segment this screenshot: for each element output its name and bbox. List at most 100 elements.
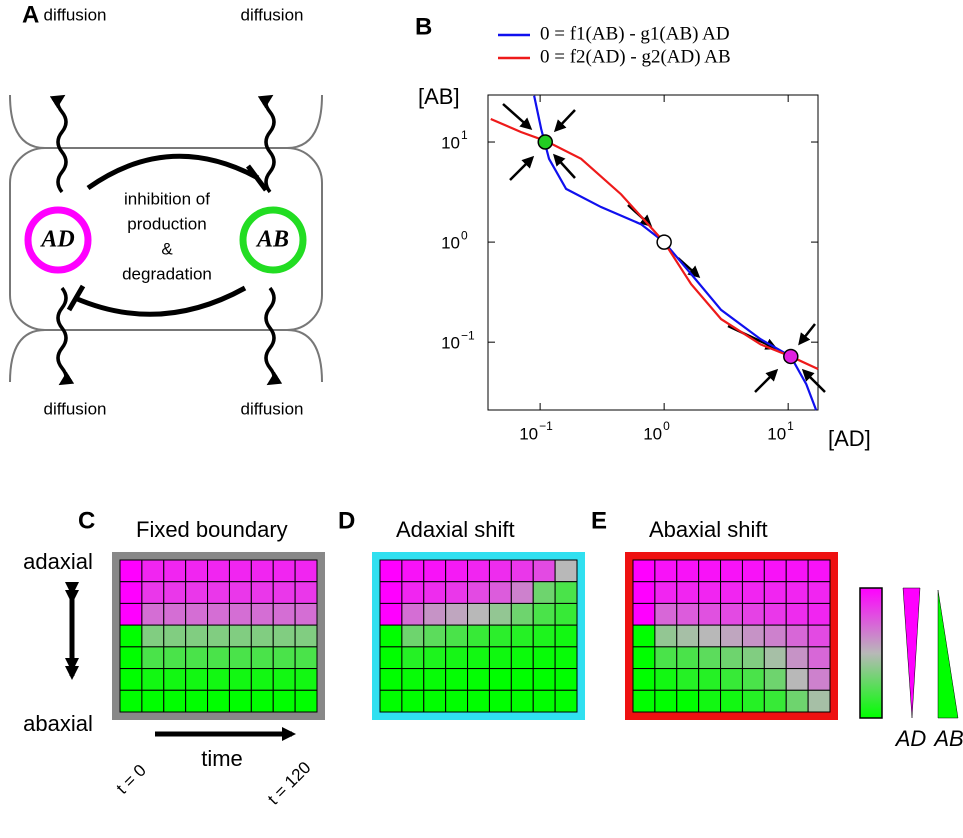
panel-label: E: [591, 507, 607, 534]
heatmap-cell: [741, 668, 765, 691]
equilibrium-point: [783, 348, 799, 365]
x-tick-exponent: 1: [787, 419, 794, 433]
heatmap-cell: [141, 602, 165, 626]
heatmap-cell: [163, 581, 187, 604]
heatmap-cell: [741, 624, 765, 648]
x-tick-label: 10: [519, 424, 538, 443]
heatmap-cell: [163, 646, 187, 670]
x-tick-exponent: −1: [539, 419, 553, 433]
heatmap-cell: [488, 581, 512, 604]
heatmap-cell: [272, 624, 296, 648]
series-line: [490, 117, 819, 370]
heatmap-cell: [554, 646, 578, 670]
heatmap-cell: [720, 624, 743, 648]
heatmap-cell: [163, 559, 187, 583]
heatmap-cell: [532, 602, 556, 626]
heatmap-cell: [250, 602, 274, 626]
heatmap-cell: [763, 581, 787, 604]
heatmap-title: Adaxial shift: [396, 517, 515, 542]
heatmap-cell: [250, 581, 274, 604]
heatmap-cell: [654, 689, 678, 713]
heatmap-cell: [294, 646, 318, 670]
heatmap-cell: [741, 559, 765, 583]
heatmap-cell: [207, 559, 230, 583]
ad-wedge: [902, 587, 921, 719]
inhibition-arrow: [86, 153, 268, 192]
heatmap-cell: [698, 689, 722, 713]
heatmap-cell: [654, 559, 678, 583]
heatmap-cell: [294, 581, 318, 604]
panel-a-text: diffusion diffusion diffusion diffusion …: [39, 5, 303, 418]
heatmap-cell: [807, 559, 831, 583]
heatmap-cell: [532, 668, 556, 691]
flow-arrow: [553, 109, 576, 133]
heatmap-cell: [119, 559, 143, 583]
heatmap-cell: [228, 581, 252, 604]
inhibition-arrow: [66, 284, 247, 317]
time-start: t = 0: [113, 761, 150, 798]
heatmap-cell: [207, 602, 230, 626]
heatmap-cell: [510, 646, 534, 670]
heatmap-cell: [698, 646, 722, 670]
heatmap-cell: [720, 668, 743, 691]
heatmap-cell: [228, 646, 252, 670]
heatmap-cell: [763, 646, 787, 670]
heatmap-cell: [807, 602, 831, 626]
flow-arrow: [801, 368, 826, 393]
x-tick-label: 10: [643, 424, 662, 443]
heatmap-cell: [698, 559, 722, 583]
heatmap-cell: [379, 581, 403, 604]
node-label: AB: [255, 227, 289, 253]
heatmap-cell: [294, 689, 318, 713]
heatmap-cell: [423, 559, 447, 583]
heatmap-cell: [185, 624, 209, 648]
heatmap-cell: [250, 668, 274, 691]
flow-arrow: [754, 368, 779, 393]
heatmap-cell: [532, 559, 556, 583]
heatmap-cell: [207, 646, 230, 670]
inhibition-text: production: [127, 214, 206, 233]
plot: 10 −1 10 0 10 110 −110 010 1: [441, 94, 819, 443]
heatmap-cell: [141, 581, 165, 604]
heatmap-cell: [632, 624, 656, 648]
heatmap-cell: [741, 602, 765, 626]
heatmap-cell: [163, 624, 187, 648]
heatmap-cell: [272, 559, 296, 583]
heatmap-cell: [467, 689, 490, 713]
heatmap-cell: [698, 668, 722, 691]
heatmap-cell: [250, 689, 274, 713]
heatmap-cell: [785, 602, 809, 626]
heatmap-cell: [423, 646, 447, 670]
heatmap-cell: [423, 624, 447, 648]
heatmap-cell: [207, 668, 230, 691]
y-tick-exponent: −1: [461, 328, 475, 342]
diffusion-label: diffusion: [240, 5, 303, 24]
cell-outline: [9, 147, 323, 331]
y-tick-label: 10: [441, 234, 460, 253]
heatmap-cell: [423, 602, 447, 626]
flow-arrow: [509, 155, 535, 181]
heatmap-cell: [676, 624, 700, 648]
heatmap-cell: [401, 559, 425, 583]
heatmap-cell: [554, 559, 578, 583]
panel-a: A: [9, 1, 323, 386]
heatmap-cell: [141, 689, 165, 713]
heatmap-cell: [467, 646, 490, 670]
heatmap-cell: [272, 602, 296, 626]
heatmap-cell: [467, 624, 490, 648]
heatmap-cell: [654, 581, 678, 604]
heatmap-cell: [185, 689, 209, 713]
heatmap-cell: [763, 668, 787, 691]
heatmap-cell: [554, 668, 578, 691]
diffusion-arrow: [264, 286, 283, 386]
heatmap-cell: [741, 646, 765, 670]
legend-label: AD: [894, 726, 927, 751]
cell-outline: [9, 94, 323, 383]
heatmap-cell: [632, 581, 656, 604]
heatmap-cell: [532, 689, 556, 713]
x-axis-label: [AD]: [828, 426, 871, 451]
heatmap-cell: [272, 646, 296, 670]
colorbar: [859, 587, 883, 719]
heatmap-cell: [488, 602, 512, 626]
